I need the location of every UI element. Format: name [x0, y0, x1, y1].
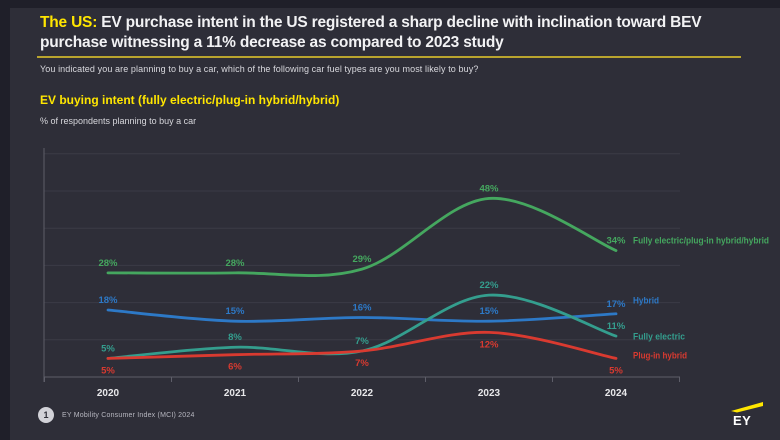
- data-label-fully-electric-plug-in-hybrid-hybrid-2023: 48%: [479, 183, 499, 194]
- series-line-hybrid: [106, 308, 618, 323]
- chart-subtitle: % of respondents planning to buy a car: [40, 116, 197, 126]
- ey-logo-graphic: EY: [731, 402, 763, 428]
- data-label-fully-electric-2024: 11%: [607, 321, 626, 332]
- data-label-hybrid-2020: 18%: [98, 295, 118, 306]
- page-title: The US: EV purchase intent in the US reg…: [40, 13, 770, 53]
- legend-label-plug-in-hybrid: Plug-in hybrid: [633, 350, 687, 360]
- legend-label-fully-electric-plug-in-hybrid-hybrid: Fully electric/plug-in hybrid/hybrid: [633, 235, 769, 245]
- data-label-hybrid-2022: 16%: [352, 302, 372, 313]
- data-label-hybrid-2021: 15%: [225, 306, 245, 317]
- data-label-plug-in-hybrid-2022: 7%: [355, 358, 369, 369]
- data-label-hybrid-2023: 15%: [479, 306, 499, 317]
- data-label-fully-electric-plug-in-hybrid-hybrid-2021: 28%: [225, 258, 245, 269]
- data-label-fully-electric-2023: 22%: [479, 280, 499, 291]
- title-divider: [37, 56, 741, 58]
- data-label-plug-in-hybrid-2024: 5%: [609, 365, 623, 376]
- x-axis-label-2020: 2020: [97, 388, 120, 399]
- page-number-badge: 1: [38, 407, 54, 423]
- data-label-plug-in-hybrid-2020: 5%: [101, 365, 115, 376]
- page-title-line2: purchase witnessing a 11% decrease as co…: [40, 34, 504, 51]
- ey-logo-text: EY: [733, 413, 751, 428]
- data-label-fully-electric-2022: 7%: [355, 336, 369, 347]
- x-axis-label-2021: 2021: [224, 388, 247, 399]
- chart-title: EV buying intent (fully electric/plug-in…: [40, 93, 340, 107]
- series-line-plug-in-hybrid: [106, 330, 618, 360]
- data-label-fully-electric-plug-in-hybrid-hybrid-2020: 28%: [98, 258, 118, 269]
- data-label-fully-electric-plug-in-hybrid-hybrid-2022: 29%: [352, 254, 372, 265]
- series-line-fully-electric-plug-in-hybrid-hybrid: [106, 197, 618, 278]
- x-axis-label-2022: 2022: [351, 388, 374, 399]
- title-rest: EV purchase intent in the US registered …: [101, 14, 702, 31]
- data-label-fully-electric-2020: 5%: [101, 343, 115, 354]
- x-axis-label-2023: 2023: [478, 388, 501, 399]
- page-title-line1: The US: EV purchase intent in the US reg…: [40, 13, 770, 33]
- data-label-hybrid-2024: 17%: [606, 299, 626, 310]
- legend-label-fully-electric: Fully electric: [633, 331, 685, 341]
- ey-logo: EY: [729, 401, 767, 429]
- title-highlight: The US:: [40, 14, 98, 31]
- footer-source: EY Mobility Consumer Index (MCI) 2024: [62, 412, 195, 419]
- data-label-plug-in-hybrid-2021: 6%: [228, 362, 242, 373]
- data-label-plug-in-hybrid-2023: 12%: [479, 339, 499, 350]
- legend-label-hybrid: Hybrid: [633, 295, 659, 305]
- x-axis-label-2024: 2024: [605, 388, 628, 399]
- data-label-fully-electric-plug-in-hybrid-hybrid-2024: 34%: [606, 236, 626, 247]
- slide-background: [10, 8, 780, 440]
- data-label-fully-electric-2021: 8%: [228, 332, 242, 343]
- survey-question: You indicated you are planning to buy a …: [40, 64, 479, 74]
- ey-beam-icon: [731, 402, 763, 413]
